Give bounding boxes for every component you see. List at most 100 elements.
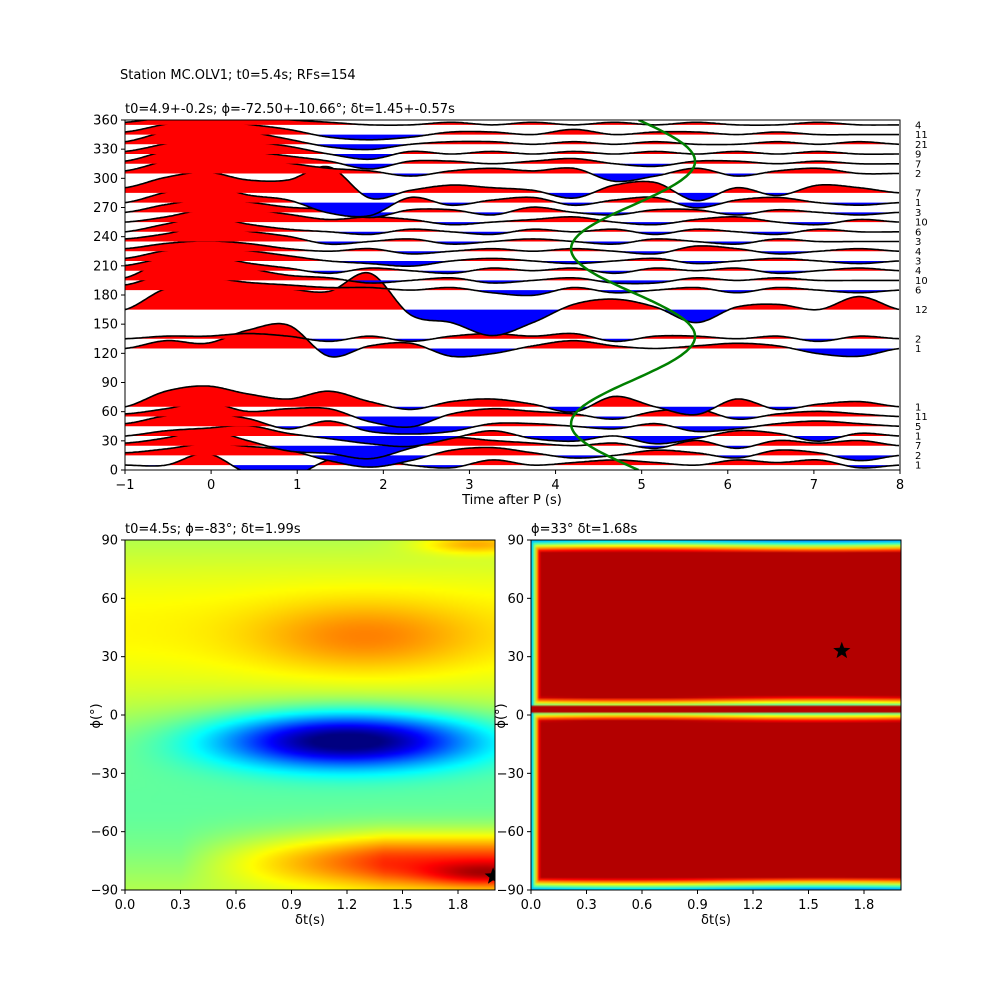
trace-16-line <box>125 215 899 236</box>
heatmap-right-image <box>531 540 901 890</box>
heatmap-right-y-tick-label: 60 <box>507 592 524 607</box>
waveform-y-tick-label: 360 <box>93 114 118 129</box>
trace-4-positive-fill <box>125 413 900 427</box>
heatmap-left-x-tick-label: 0.3 <box>170 898 191 913</box>
trace-20-count-label: 7 <box>915 188 921 199</box>
waveform-x-tick-label: 7 <box>810 478 818 493</box>
trace-18-line <box>125 198 900 219</box>
heatmap-left-x-tick-label: 0.0 <box>115 898 136 913</box>
trace-20-line <box>125 165 900 202</box>
heatmap-left-star-marker <box>484 867 495 884</box>
trace-6-positive-fill <box>125 386 900 407</box>
trace-7-count-label: 1 <box>915 344 921 355</box>
heatmap-left-title: t0=4.5s; ϕ=-83°; δt=1.99s <box>125 522 301 537</box>
trace-25-line <box>125 120 899 141</box>
trace-7-line <box>125 322 900 358</box>
waveform-y-tick-label: 150 <box>93 318 118 333</box>
trace-15-line <box>125 225 899 246</box>
trace-15-count-label: 3 <box>915 237 921 248</box>
heatmap-left-y-tick-label: −30 <box>91 767 118 782</box>
trace-4-negative-fill <box>125 426 900 434</box>
trace-21-count-label: 2 <box>915 169 921 180</box>
heatmap-left-y-tick-label: 90 <box>101 534 118 549</box>
trace-9-count-label: 12 <box>915 305 928 316</box>
heatmap-right-y-tick-label: 30 <box>507 650 524 665</box>
heatmap-left-ticks: 0.0 0.3 0.6 0.9 1.2 1.5 1.8 −90 −60 −30 0 30 60 90 <box>91 534 469 914</box>
waveform-x-tick-label: 8 <box>896 478 904 493</box>
heatmap-right-panel: ϕ=33° δt=1.68s 0.0 0.3 0.6 0.9 1.2 1.5 1.8 −90 −… <box>494 522 902 928</box>
waveform-x-ticks: −1 0 1 2 3 4 5 6 7 8 <box>115 470 904 493</box>
waveform-y-tick-label: 270 <box>93 201 118 216</box>
waveform-panel-title: t0=4.9+-0.2s; ϕ=-72.50+-10.66°; δt=1.45+… <box>125 102 455 117</box>
trace-26-line <box>125 120 899 126</box>
heatmap-right-y-tick-label: 0 <box>516 709 524 724</box>
waveform-y-tick-label: 30 <box>101 434 118 449</box>
heatmap-right-x-tick-label: 0.9 <box>687 898 708 913</box>
trace-7-negative-fill <box>125 348 900 357</box>
trace-12-count-label: 4 <box>915 266 921 277</box>
heatmap-right-y-tick-label: −30 <box>497 767 524 782</box>
heatmap-left-y-tick-label: 0 <box>110 709 118 724</box>
heatmap-right-x-tick-label: 0.3 <box>576 898 597 913</box>
trace-25-count-label: 11 <box>915 130 928 141</box>
trace-6-count-label: 1 <box>915 402 921 413</box>
trace-16-count-label: 6 <box>915 227 921 238</box>
trace-4-line <box>125 412 899 435</box>
trace-0-negative-fill <box>125 465 900 470</box>
trace-17-count-label: 10 <box>915 218 928 229</box>
heatmap-right-title: ϕ=33° δt=1.68s <box>531 522 638 537</box>
trace-6-line <box>125 385 900 416</box>
trace-10-line <box>125 273 899 297</box>
heatmap-left-panel: t0=4.5s; ϕ=-83°; δt=1.99s 0.0 0.3 0.6 0.9 1.… <box>89 522 496 928</box>
waveform-y-tick-label: 90 <box>101 376 118 391</box>
trace-2-negative-fill <box>125 445 900 459</box>
waveform-x-tick-label: 5 <box>638 478 646 493</box>
trace-19-negative-fill <box>125 202 900 217</box>
waveform-x-tick-label: 2 <box>379 478 387 493</box>
trace-26-positive-fill <box>125 120 900 125</box>
trace-9-positive-fill <box>125 272 900 310</box>
heatmap-left-y-tick-label: 30 <box>101 650 118 665</box>
heatmap-right-x-tick-label: 0.0 <box>521 898 542 913</box>
waveform-x-tick-label: 0 <box>207 478 215 493</box>
heatmap-left-y-tick-label: −90 <box>91 884 118 899</box>
trace-8-line <box>125 332 900 343</box>
heatmap-right-star-marker <box>833 641 851 659</box>
heatmap-left-best-fit-star <box>484 867 495 884</box>
heatmap-left-x-tick-label: 1.8 <box>448 898 469 913</box>
trace-19-line <box>125 183 899 218</box>
trace-12-negative-fill <box>125 270 900 274</box>
trace-24-count-label: 21 <box>915 140 928 151</box>
trace-5-count-label: 11 <box>915 412 928 423</box>
fit-curve-layer <box>569 120 697 470</box>
figure-suptitle: Station MC.OLV1; t0=5.4s; RFs=154 <box>120 68 356 83</box>
trace-8-negative-fill <box>125 338 900 342</box>
heatmap-right-x-tick-label: 1.8 <box>854 898 875 913</box>
trace-10-count-label: 6 <box>915 286 921 297</box>
fit-curve <box>569 120 697 470</box>
heatmap-left-y-axis-label: ϕ(°) <box>89 703 104 728</box>
heatmap-right-best-fit-star <box>833 641 851 659</box>
trace-10-positive-fill <box>125 274 900 291</box>
waveform-x-axis-label: Time after P (s) <box>461 493 562 508</box>
heatmap-left-x-tick-label: 1.5 <box>392 898 413 913</box>
trace-0-count-label: 1 <box>915 461 921 472</box>
trace-22-count-label: 7 <box>915 159 921 170</box>
waveform-y-tick-label: 330 <box>93 143 118 158</box>
trace-8-count-label: 2 <box>915 334 921 345</box>
waveform-y-tick-label: 120 <box>93 347 118 362</box>
trace-5-line <box>125 401 900 428</box>
trace-11-count-label: 10 <box>915 276 928 287</box>
trace-19-count-label: 1 <box>915 198 921 209</box>
waveform-y-tick-label: 240 <box>93 230 118 245</box>
heatmap-right-y-tick-label: −90 <box>497 884 524 899</box>
heatmap-left-x-tick-label: 0.6 <box>226 898 247 913</box>
trace-14-count-label: 4 <box>915 247 921 258</box>
waveform-y-ticks: 0 30 60 90 120 150 180 210 240 270 300 330 360 <box>93 114 125 479</box>
waveform-y-tick-label: 180 <box>93 289 118 304</box>
trace-9-negative-fill <box>125 309 900 336</box>
waveform-y-tick-label: 0 <box>110 464 118 479</box>
trace-3-negative-fill <box>125 435 900 447</box>
